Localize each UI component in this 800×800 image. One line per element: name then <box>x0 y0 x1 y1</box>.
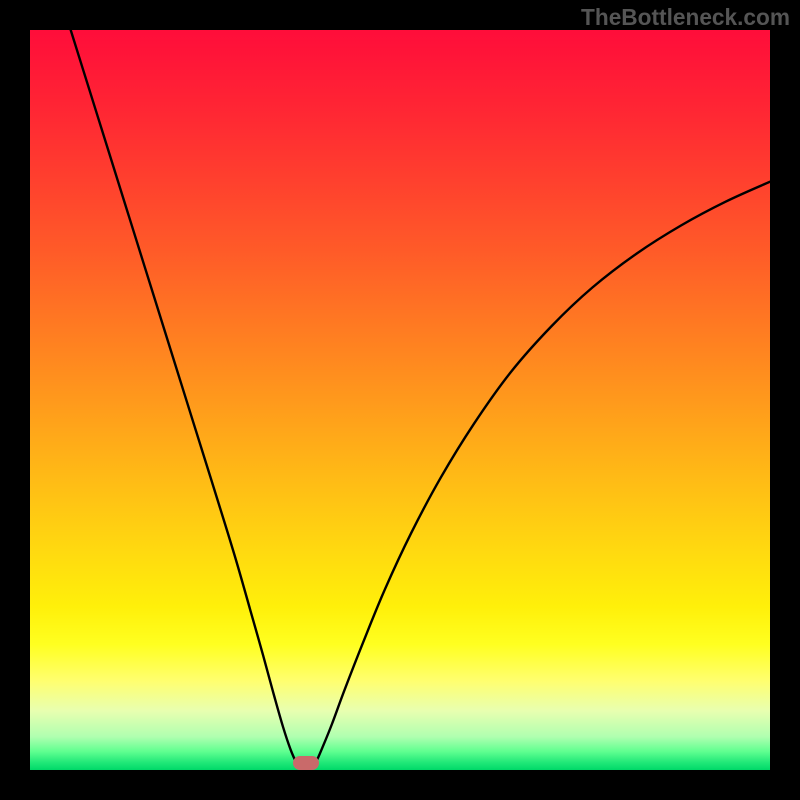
curve-left-branch <box>71 30 301 769</box>
minimum-marker <box>293 756 319 770</box>
plot-area <box>30 30 770 770</box>
curve-layer <box>30 30 770 770</box>
chart-container: TheBottleneck.com <box>0 0 800 800</box>
curve-right-branch <box>311 182 770 769</box>
watermark-text: TheBottleneck.com <box>581 4 790 31</box>
